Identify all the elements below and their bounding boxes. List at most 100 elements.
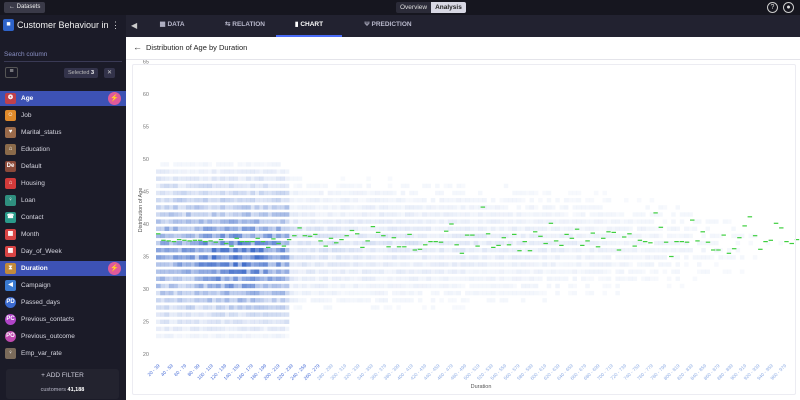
heatmap-cell bbox=[173, 255, 178, 260]
heatmap-cell bbox=[516, 240, 522, 246]
collapse-sidebar-icon[interactable]: ◀ bbox=[131, 21, 138, 30]
heatmap-cell bbox=[336, 290, 341, 296]
heatmap-cell bbox=[551, 205, 556, 210]
heatmap-cell bbox=[229, 169, 234, 174]
tab-data[interactable]: ▦ DATA bbox=[159, 21, 185, 28]
heatmap-cell bbox=[340, 269, 346, 274]
heatmap-cell bbox=[370, 276, 376, 281]
heatmap-cell bbox=[198, 190, 204, 196]
selected-chip[interactable]: Selected 3 bbox=[64, 68, 98, 78]
sidebar-item-default[interactable]: De Default bbox=[0, 159, 126, 174]
heatmap-cell bbox=[168, 262, 174, 267]
user-icon[interactable]: ● bbox=[783, 2, 794, 13]
sidebar-item-contact[interactable]: ☎ Contact bbox=[0, 210, 126, 225]
analysis-button[interactable]: Analysis bbox=[431, 2, 466, 13]
heatmap-cell bbox=[611, 262, 616, 267]
heatmap-cell bbox=[615, 283, 620, 289]
lightning-icon[interactable]: ⚡ bbox=[108, 92, 121, 105]
main-panel: ← Distribution of Age by Duration 20 25 30… bbox=[126, 37, 800, 400]
heatmap-cell bbox=[314, 262, 320, 267]
more-options-icon[interactable]: ⋮ bbox=[111, 20, 120, 30]
heatmap-cell bbox=[164, 326, 170, 332]
heatmap-cell bbox=[310, 255, 316, 260]
datasets-button[interactable]: ← Datasets bbox=[4, 2, 46, 13]
heatmap-cell bbox=[263, 205, 268, 210]
heatmap-cell bbox=[259, 319, 264, 324]
heatmap-cell bbox=[229, 190, 234, 196]
sidebar-item-campaign[interactable]: ◀ Campaign bbox=[0, 278, 126, 293]
sidebar-item-marital-status[interactable]: ♥ Marital_status bbox=[0, 125, 126, 140]
search-column-input[interactable]: Search column bbox=[4, 50, 122, 62]
sidebar-item-month[interactable]: ▦ Month bbox=[0, 227, 126, 242]
filter-icon[interactable]: ≡ bbox=[5, 67, 18, 78]
help-icon[interactable]: ? bbox=[767, 2, 778, 13]
sidebar-item-housing[interactable]: ⌂ Housing bbox=[0, 176, 126, 191]
heatmap-cell bbox=[168, 312, 174, 317]
sidebar-item-day-of-week[interactable]: ▦ Day_of_Week bbox=[0, 244, 126, 259]
clear-selection-icon[interactable]: ✕ bbox=[104, 68, 115, 78]
dataset-title[interactable]: Customer Behaviour in B... bbox=[17, 20, 109, 30]
heatmap-cell bbox=[233, 305, 238, 310]
sidebar-item-age[interactable]: ❂ Age ⚡ bbox=[0, 91, 126, 106]
sidebar-item-job[interactable]: ☺ Job bbox=[0, 108, 126, 123]
heatmap-cell bbox=[314, 212, 320, 217]
heatmap-cell bbox=[357, 183, 363, 189]
heatmap-cell bbox=[229, 233, 234, 239]
heatmap-cell bbox=[490, 205, 496, 210]
heatmap-cell bbox=[250, 205, 255, 210]
tab-prediction[interactable]: Ψ PREDICTION bbox=[364, 21, 412, 28]
heatmap-cell bbox=[512, 233, 517, 239]
heatmap-cell bbox=[585, 269, 590, 274]
heatmap-cell bbox=[542, 226, 547, 231]
heatmap-cell bbox=[362, 205, 367, 210]
heatmap-cell bbox=[417, 269, 423, 274]
heatmap-cell bbox=[559, 240, 565, 246]
tab-chart[interactable]: ▮ CHART bbox=[276, 15, 342, 37]
heatmap-cell bbox=[469, 226, 474, 231]
heatmap-cell bbox=[366, 283, 371, 289]
heatmap-cell bbox=[559, 248, 565, 253]
heatmap-cell bbox=[340, 298, 346, 303]
heatmap-cell bbox=[641, 262, 646, 267]
heatmap-cell bbox=[344, 219, 350, 224]
sidebar-item-previous-outcome[interactable]: PO Previous_outcome bbox=[0, 329, 126, 344]
heatmap-cell bbox=[748, 240, 753, 246]
heatmap-cell bbox=[413, 212, 419, 217]
heatmap-cell bbox=[529, 212, 534, 217]
heatmap-cell bbox=[177, 226, 182, 231]
heatmap-cell bbox=[362, 262, 367, 267]
heatmap-cell bbox=[452, 276, 457, 281]
sidebar-item-label: Emp_var_rate bbox=[21, 350, 62, 357]
sidebar-item-previous-contacts[interactable]: PC Previous_contacts bbox=[0, 312, 126, 327]
heatmap-cell bbox=[551, 240, 556, 246]
heatmap-cell bbox=[430, 212, 436, 217]
sidebar-item-passed-days[interactable]: PD Passed_days bbox=[0, 295, 126, 310]
heatmap-cell bbox=[516, 226, 522, 231]
heatmap-cell bbox=[302, 290, 307, 296]
heatmap-cell bbox=[250, 198, 255, 203]
sidebar-item-education[interactable]: ⌂ Education bbox=[0, 142, 126, 157]
heatmap-cell bbox=[701, 269, 706, 274]
tab-relation[interactable]: ⇆ RELATION bbox=[224, 21, 265, 28]
lightning-icon[interactable]: ⚡ bbox=[108, 262, 121, 275]
heatmap-cell bbox=[259, 298, 264, 303]
sidebar-item-duration[interactable]: ⧗ Duration ⚡ bbox=[0, 261, 126, 276]
heatmap-cell bbox=[297, 276, 303, 281]
heatmap-cell bbox=[636, 198, 642, 203]
heatmap-cell bbox=[589, 233, 595, 239]
heatmap-cell bbox=[417, 255, 423, 260]
heatmap-cell bbox=[293, 219, 298, 224]
heatmap-cell bbox=[589, 212, 595, 217]
heatmap-cell bbox=[237, 333, 243, 339]
overview-button[interactable]: Overview bbox=[400, 4, 428, 11]
heatmap-cell bbox=[499, 219, 504, 224]
heatmap-cell bbox=[649, 212, 655, 217]
heatmap-cell bbox=[254, 233, 260, 239]
sidebar-item-emp-var-rate[interactable]: ♀ Emp_var_rate bbox=[0, 346, 126, 361]
add-filter-button[interactable]: + ADD FILTER customers 41,188 bbox=[6, 369, 119, 399]
back-arrow-icon[interactable]: ← bbox=[133, 42, 142, 52]
job-icon: ☺ bbox=[5, 110, 16, 121]
y-tick-label: 50 bbox=[143, 157, 149, 163]
sidebar-item-loan[interactable]: ♀ Loan bbox=[0, 193, 126, 208]
